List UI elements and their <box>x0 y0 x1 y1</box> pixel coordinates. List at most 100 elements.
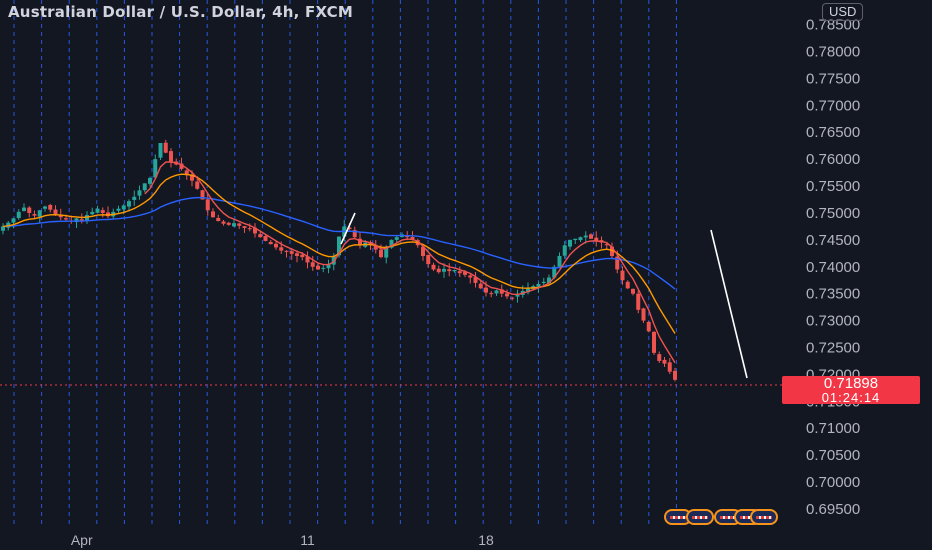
candle-body <box>90 211 95 215</box>
candle-body <box>510 297 515 299</box>
candlesticks <box>1 139 677 382</box>
trendline-short[interactable] <box>340 212 356 245</box>
candle-body <box>258 234 263 238</box>
candle-body <box>384 247 389 258</box>
candle-body <box>216 217 221 222</box>
candle-body <box>484 287 488 293</box>
candle-body <box>337 236 341 256</box>
candle-body <box>578 237 583 241</box>
candle-body <box>620 270 625 281</box>
candle-body <box>526 288 530 293</box>
candle-body <box>452 269 457 272</box>
candle-body <box>158 142 163 158</box>
candle-body <box>95 208 100 213</box>
price-axis[interactable]: 0.785000.780000.775000.770000.765000.760… <box>806 17 860 518</box>
candle-body <box>64 218 68 220</box>
candle-body <box>310 262 315 267</box>
candle-body <box>22 207 26 211</box>
candle-body <box>499 289 504 294</box>
candle-body <box>557 256 562 267</box>
time-tick-label: 11 <box>300 532 315 548</box>
candle-body <box>489 293 494 295</box>
candle-body <box>289 251 294 254</box>
candle-body <box>127 201 131 207</box>
trendline-long[interactable] <box>710 229 748 379</box>
candle-body <box>394 237 399 240</box>
candle-body <box>442 268 446 272</box>
candle-body <box>447 269 452 272</box>
candle-body <box>195 181 200 189</box>
candle-body <box>652 331 656 353</box>
candle-body <box>431 264 436 270</box>
time-tick-label: Apr <box>71 532 93 548</box>
candle-body <box>1 226 5 231</box>
ema-fast-line <box>144 161 676 364</box>
us-flag-icon[interactable] <box>686 509 714 525</box>
candle-body <box>494 290 499 294</box>
candle-body <box>137 190 142 196</box>
candle-body <box>631 288 635 294</box>
price-tick-label: 0.77000 <box>806 97 860 114</box>
candle-body <box>347 227 352 230</box>
us-flag-icon[interactable] <box>750 509 778 525</box>
candle-body <box>421 246 425 257</box>
candle-body <box>673 370 677 380</box>
candle-body <box>536 283 541 287</box>
candle-body <box>190 174 194 181</box>
candle-body <box>562 245 567 256</box>
candle-body <box>515 294 520 297</box>
price-tick-label: 0.73000 <box>806 313 860 330</box>
candle-body <box>211 211 215 218</box>
candle-body <box>662 359 667 364</box>
candle-body <box>589 234 593 239</box>
symbol-title[interactable]: Australian Dollar / U.S. Dollar, 4h, FXC… <box>8 3 354 21</box>
candle-body <box>657 354 662 361</box>
candle-body <box>300 254 305 258</box>
candle-body <box>279 247 284 251</box>
candle-body <box>594 237 599 241</box>
candle-body <box>121 205 126 210</box>
candle-body <box>247 228 252 230</box>
candle-body <box>221 221 226 224</box>
candle-body <box>410 236 415 240</box>
candle-body <box>184 170 189 176</box>
candle-body <box>568 239 572 247</box>
price-tick-label: 0.72500 <box>806 339 860 356</box>
candle-body <box>358 238 362 246</box>
time-axis[interactable]: Apr 11 18 <box>71 532 494 548</box>
currency-badge[interactable]: USD <box>822 3 864 21</box>
price-tick-label: 0.73500 <box>806 286 860 303</box>
candle-body <box>641 308 646 321</box>
price-tick-label: 0.77500 <box>806 70 860 87</box>
candle-body <box>226 222 231 225</box>
candle-body <box>352 230 357 238</box>
candle-body <box>37 210 42 217</box>
candle-body <box>53 209 58 215</box>
price-tick-label: 0.76500 <box>806 124 860 141</box>
candle-body <box>205 199 210 211</box>
time-tick-label: 18 <box>478 532 494 548</box>
candle-body <box>552 266 557 278</box>
candle-body <box>200 190 205 200</box>
last-price-value: 0.71898 <box>823 375 879 392</box>
candle-body <box>32 214 37 216</box>
economic-events[interactable] <box>664 509 782 527</box>
candle-body <box>132 196 137 200</box>
candle-body <box>11 218 16 223</box>
candle-body <box>316 265 320 270</box>
candle-body <box>58 215 63 218</box>
candle-body <box>457 271 462 274</box>
candle-body <box>331 256 336 265</box>
candle-body <box>646 321 651 332</box>
candle-body <box>625 281 630 289</box>
candle-body <box>326 264 331 269</box>
candle-body <box>274 243 278 248</box>
candle-body <box>142 183 147 191</box>
price-tick-label: 0.78000 <box>806 44 860 61</box>
candle-body <box>237 223 242 226</box>
candle-body <box>615 256 620 270</box>
candle-body <box>169 151 173 162</box>
candle-body <box>468 275 473 278</box>
candle-body <box>636 293 641 310</box>
